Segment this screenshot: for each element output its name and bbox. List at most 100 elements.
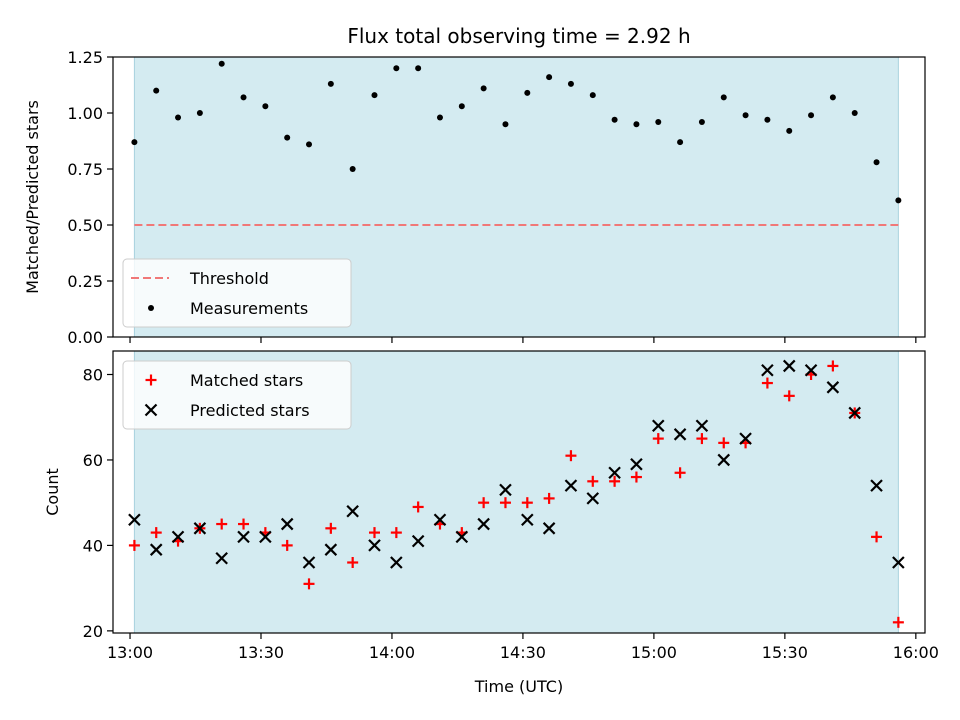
count-panel: 20 40 60 80 13:00 13:30 14:00 14:30 15:00 15:30 16… (43, 350, 939, 662)
data-point-x-5 (237, 530, 250, 544)
data-point-x-11 (368, 539, 381, 552)
data-point-plus-7 (281, 539, 293, 551)
legend-box (122, 360, 352, 430)
data-point-plus-12 (390, 527, 402, 539)
data-point-x-27 (717, 453, 731, 467)
y-tick-label: 0.00 (67, 328, 103, 347)
data-point-x-24 (651, 419, 665, 433)
data-point-dot-16 (480, 85, 487, 92)
data-point-plus-29 (761, 377, 773, 389)
x-tick-label: 14:30 (500, 643, 546, 662)
data-point-x-15 (455, 530, 469, 544)
data-point-plus-9 (325, 522, 337, 534)
data-point-dot-34 (873, 159, 880, 166)
data-point-dot-20 (567, 80, 574, 87)
data-point-plus-35 (892, 616, 904, 628)
axes-frame (112, 56, 926, 338)
data-point-x-14 (433, 513, 447, 527)
data-point-x-10 (346, 504, 359, 518)
data-point-dot-29 (764, 116, 771, 123)
data-point-dot-13 (415, 65, 422, 72)
data-point-plus-32 (827, 360, 839, 372)
y-tick-label: 20 (83, 622, 103, 641)
legend-label: Threshold (189, 269, 269, 288)
x-tick-label: 14:00 (369, 643, 415, 662)
data-point-x-17 (499, 483, 512, 497)
data-point-dot-32 (829, 94, 836, 101)
data-point-dot-27 (720, 94, 727, 101)
data-point-dot-30 (786, 127, 793, 134)
y-tick-label: 1.25 (67, 48, 103, 67)
data-point-x-13 (411, 534, 425, 548)
data-point-dot-15 (458, 103, 465, 110)
data-point-plus-1 (150, 527, 162, 539)
data-point-dot-10 (349, 166, 356, 172)
x-axis-label: Time (UTC) (474, 677, 563, 696)
legend: Matched stars Predicted stars (122, 360, 352, 430)
data-point-x-7 (280, 517, 294, 531)
data-point-plus-23 (630, 471, 642, 483)
data-point-x-6 (259, 530, 272, 544)
x-tick-label: 15:00 (631, 643, 677, 662)
data-point-dot-24 (655, 118, 662, 125)
data-point-plus-19 (543, 492, 555, 504)
data-point-plus-20 (565, 450, 577, 462)
data-point-plus-4 (216, 518, 228, 530)
data-point-dot-5 (240, 94, 247, 101)
data-point-x-2 (171, 530, 185, 544)
data-point-x-31 (804, 363, 818, 377)
data-point-dot-3 (196, 110, 203, 116)
data-point-dot-14 (436, 114, 443, 121)
legend: Threshold Measurements (122, 258, 352, 328)
y-tick-label: 0.50 (67, 216, 103, 235)
data-point-x-21 (586, 492, 600, 505)
data-point-dot-8 (306, 141, 313, 148)
y-tick-label: 0.25 (67, 272, 103, 291)
legend-plus-swatch (145, 374, 157, 386)
data-point-x-22 (608, 466, 621, 480)
y-axis-label: Count (43, 468, 62, 516)
y-tick-label: 40 (83, 536, 103, 555)
data-point-dot-33 (851, 110, 858, 116)
data-point-x-9 (324, 543, 338, 556)
data-point-plus-0 (128, 539, 140, 551)
chart-title: Flux total observing time = 2.92 h (347, 24, 690, 48)
data-point-x-12 (390, 556, 403, 569)
data-point-x-18 (521, 513, 534, 527)
x-tick-label: 13:00 (107, 643, 153, 662)
data-point-x-8 (302, 556, 316, 569)
data-point-dot-0 (131, 139, 138, 146)
data-point-x-20 (564, 479, 578, 492)
data-point-plus-24 (652, 433, 664, 445)
data-point-dot-26 (698, 118, 705, 125)
data-point-x-29 (761, 363, 774, 377)
data-point-dot-1 (153, 87, 160, 94)
data-point-plus-30 (783, 390, 795, 402)
data-point-x-28 (739, 432, 752, 445)
data-point-x-1 (149, 543, 163, 556)
data-point-plus-27 (718, 437, 730, 449)
legend-label: Predicted stars (190, 401, 310, 420)
data-point-x-23 (630, 457, 643, 471)
ratio-panel: 0.00 0.25 0.50 0.75 1.00 1.25 Matched/Predicte… (23, 48, 926, 347)
data-point-dot-31 (808, 112, 815, 119)
legend-box (122, 258, 352, 328)
data-point-dot-22 (611, 116, 618, 123)
x-tick-label: 15:30 (762, 643, 808, 662)
y-tick-label: 60 (83, 451, 103, 470)
data-point-x-30 (782, 359, 796, 373)
data-point-dot-7 (284, 134, 291, 141)
data-point-plus-26 (696, 433, 708, 445)
data-point-x-16 (477, 517, 490, 531)
x-tick-label: 16:00 (893, 643, 939, 662)
data-point-x-0 (128, 513, 141, 527)
legend-label: Matched stars (190, 371, 303, 390)
data-point-dot-6 (262, 103, 269, 110)
data-point-x-33 (848, 406, 862, 420)
y-tick-label: 1.00 (67, 104, 103, 123)
data-point-dot-18 (524, 89, 531, 96)
data-point-x-34 (870, 479, 883, 492)
data-point-dot-9 (327, 80, 334, 87)
y-tick-label: 0.75 (67, 160, 103, 179)
